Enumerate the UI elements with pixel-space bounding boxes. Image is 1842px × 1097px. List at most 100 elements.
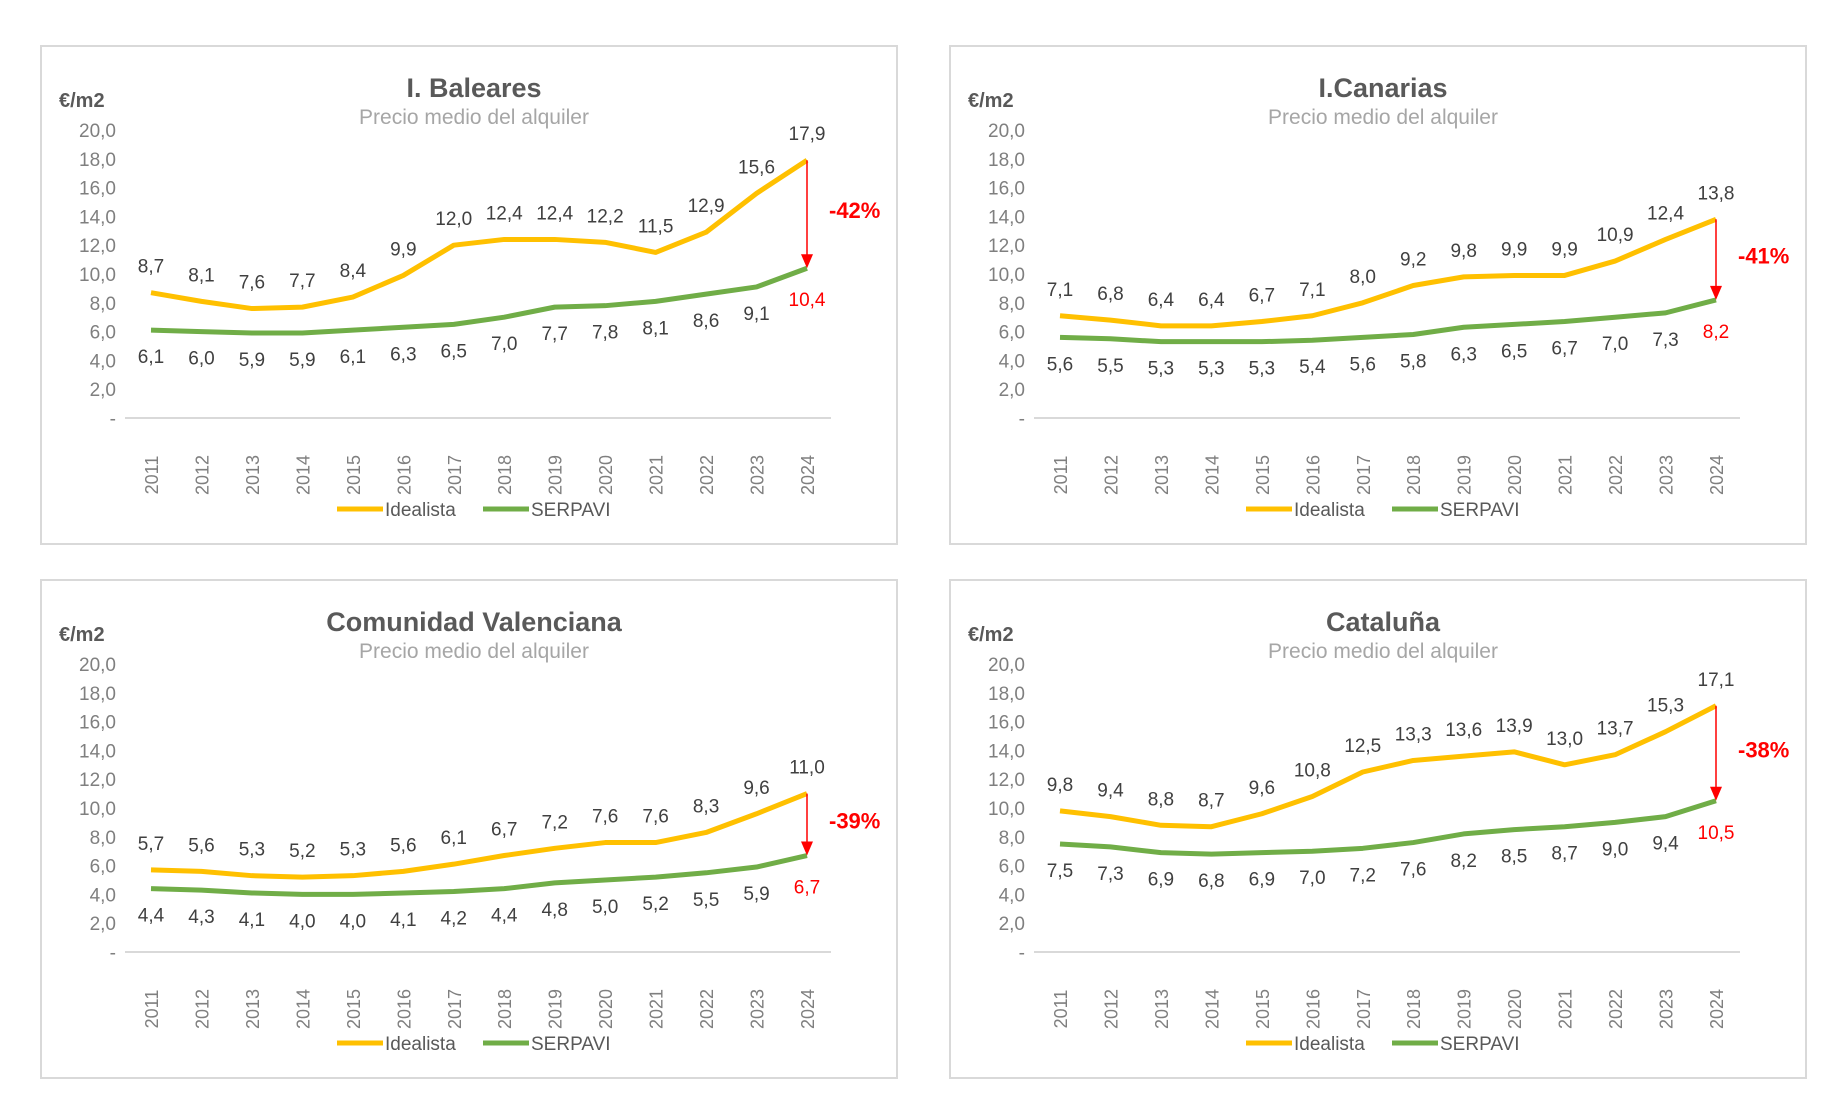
y-tick-label: 20,0 — [988, 655, 1025, 676]
data-label: 9,6 — [743, 778, 769, 799]
chart-panel-canarias: I.Canarias Precio medio del alquiler €/m2 -… — [949, 45, 1807, 545]
difference-arrow-head — [801, 254, 813, 269]
data-label: 7,0 — [491, 334, 517, 355]
data-label: 4,0 — [340, 911, 366, 932]
data-label: 10,9 — [1597, 225, 1634, 246]
data-label: 7,3 — [1097, 864, 1123, 885]
x-tick-label: 2024 — [1707, 455, 1727, 495]
data-label: 13,0 — [1546, 729, 1583, 750]
y-tick-label: 6,0 — [90, 323, 116, 344]
data-label: 12,2 — [587, 206, 624, 227]
y-tick-label: 2,0 — [999, 380, 1025, 401]
x-tick-label: 2023 — [1657, 989, 1677, 1029]
data-label: 15,3 — [1647, 696, 1684, 717]
y-tick-label: 16,0 — [988, 713, 1025, 734]
x-tick-label: 2012 — [192, 989, 212, 1029]
data-label: 6,3 — [390, 344, 416, 365]
y-tick-label: 16,0 — [79, 713, 116, 734]
data-label: 5,9 — [239, 350, 265, 371]
chart-title: I. Baleares — [406, 73, 541, 103]
y-tick-label: 4,0 — [999, 351, 1025, 372]
line-chart: I. Baleares Precio medio del alquiler €/m2… — [59, 73, 880, 521]
data-label: 4,3 — [188, 907, 214, 928]
y-axis-unit-label: €/m2 — [968, 624, 1014, 646]
series-line-serpavi — [150, 265, 808, 336]
data-label: 11,0 — [789, 758, 825, 779]
x-tick-label: 2012 — [1101, 989, 1121, 1029]
data-label: 5,6 — [1047, 354, 1073, 375]
x-tick-label: 2020 — [596, 989, 616, 1029]
y-tick-label: 18,0 — [79, 150, 116, 171]
x-tick-label: 2013 — [1152, 989, 1172, 1029]
data-label: 7,7 — [289, 271, 315, 292]
data-label: 5,3 — [1148, 359, 1174, 380]
legend-label: SERPAVI — [1440, 500, 1520, 521]
x-tick-label: 2024 — [798, 989, 818, 1029]
x-tick-label: 2022 — [697, 455, 717, 495]
data-label: 6,5 — [441, 341, 467, 362]
y-tick-label: 8,0 — [90, 828, 116, 849]
y-tick-label: 2,0 — [90, 914, 116, 935]
data-label: 4,8 — [541, 900, 567, 921]
y-tick-label: 4,0 — [90, 885, 116, 906]
data-label: 7,6 — [1400, 860, 1426, 881]
data-label: 8,7 — [138, 257, 164, 278]
data-label: 5,6 — [390, 835, 416, 856]
data-label: 7,0 — [1299, 868, 1325, 889]
y-axis-unit-label: €/m2 — [59, 90, 105, 112]
x-tick-label: 2019 — [546, 989, 566, 1029]
data-label: 6,4 — [1198, 290, 1225, 311]
data-label: 6,1 — [138, 347, 164, 368]
chart-panel-cataluna: Cataluña Precio medio del alquiler €/m2 - 2,… — [949, 579, 1807, 1079]
data-label: 6,8 — [1097, 284, 1123, 305]
data-label: 6,0 — [188, 349, 214, 370]
data-label: 9,9 — [1551, 239, 1577, 260]
x-tick-label: 2020 — [1505, 455, 1525, 495]
y-tick-label: 10,0 — [79, 265, 116, 286]
data-label: 13,9 — [1496, 716, 1533, 737]
data-label: 9,4 — [1652, 834, 1679, 855]
data-label: 5,6 — [188, 835, 214, 856]
data-label: 12,4 — [1647, 203, 1684, 224]
data-label: 7,1 — [1047, 280, 1073, 301]
x-tick-label: 2011 — [142, 456, 162, 495]
data-label: 12,9 — [688, 196, 725, 217]
x-tick-label: 2011 — [142, 990, 162, 1029]
x-tick-label: 2016 — [1303, 455, 1323, 495]
data-label: 7,6 — [642, 807, 668, 828]
series-line-serpavi — [1059, 798, 1717, 857]
data-label: 8,7 — [1551, 844, 1577, 865]
x-tick-label: 2022 — [1606, 989, 1626, 1029]
y-tick-label: 2,0 — [90, 380, 116, 401]
data-label: 9,9 — [390, 239, 416, 260]
legend-label: SERPAVI — [531, 1034, 611, 1055]
y-tick-label: 16,0 — [79, 179, 116, 200]
x-tick-label: 2011 — [1051, 990, 1071, 1029]
chart-title: Cataluña — [1326, 607, 1441, 637]
data-label: 7,2 — [541, 812, 567, 833]
y-tick-label: 10,0 — [988, 799, 1025, 820]
chart-panel-valenciana: Comunidad Valenciana Precio medio del alq… — [40, 579, 898, 1079]
chart-subtitle: Precio medio del alquiler — [359, 106, 589, 129]
y-tick-label: 8,0 — [90, 294, 116, 315]
x-tick-label: 2015 — [1253, 989, 1273, 1029]
data-label: 5,3 — [1198, 359, 1224, 380]
data-label: 5,2 — [642, 894, 668, 915]
y-tick-label: 6,0 — [999, 857, 1025, 878]
chart-subtitle: Precio medio del alquiler — [1268, 640, 1498, 663]
data-label: 6,1 — [441, 828, 467, 849]
x-tick-label: 2022 — [1606, 455, 1626, 495]
x-tick-label: 2013 — [243, 989, 263, 1029]
x-tick-label: 2018 — [1404, 455, 1424, 495]
data-label: 9,6 — [1249, 778, 1275, 799]
data-label: 8,0 — [1350, 267, 1376, 288]
data-label: 13,7 — [1597, 719, 1634, 740]
y-tick-label: 14,0 — [988, 207, 1025, 228]
y-tick-label: - — [110, 409, 116, 430]
y-tick-label: 4,0 — [999, 885, 1025, 906]
x-tick-label: 2014 — [1202, 455, 1222, 495]
series-line-idealista — [150, 158, 809, 312]
y-tick-label: 12,0 — [79, 770, 116, 791]
x-tick-label: 2017 — [1354, 455, 1374, 495]
series-line-idealista — [1059, 703, 1718, 830]
